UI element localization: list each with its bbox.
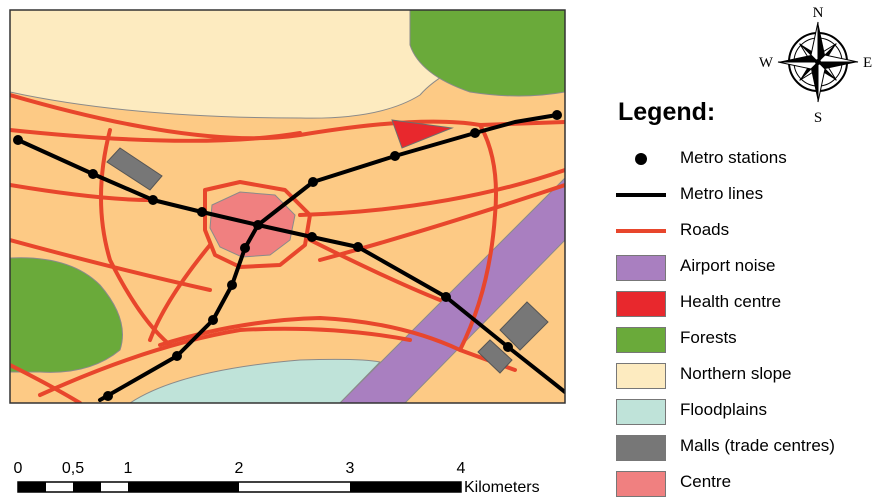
forest-north-east — [409, 10, 565, 97]
compass-east-label: E — [863, 55, 872, 71]
legend-item-malls: Malls (trade centres) — [600, 428, 872, 464]
metro-station — [307, 232, 317, 242]
metro-station — [88, 169, 98, 179]
metro-station — [470, 128, 480, 138]
compass-north-label: N — [813, 5, 824, 21]
metro-station — [390, 151, 400, 161]
metro-station — [552, 110, 562, 120]
metro-station — [208, 315, 218, 325]
legend-item-floodplains: Floodplains — [600, 392, 872, 428]
legend-label: Floodplains — [680, 400, 767, 419]
northern-slope-swatch — [616, 363, 666, 389]
scale-tick-label: 3 — [346, 460, 355, 477]
legend-label: Metro lines — [680, 184, 764, 203]
metro-station — [227, 280, 237, 290]
legend-item-metro-lines: Metro lines — [600, 176, 872, 212]
metro-station — [148, 195, 158, 205]
mall-south-east — [477, 339, 513, 374]
roads — [10, 93, 565, 403]
legend-item-forests: Forests — [600, 320, 872, 356]
compass-rose-icon: N S E W — [759, 5, 872, 126]
metro-station — [308, 177, 318, 187]
legend-label: Airport noise — [680, 256, 776, 275]
metro-station — [353, 242, 363, 252]
metro-station — [240, 243, 250, 253]
metro-station — [197, 207, 207, 217]
metro-station — [503, 342, 513, 352]
road-swatch — [616, 219, 666, 245]
scale-unit-label: Kilometers — [464, 479, 540, 495]
health-centre-area — [391, 119, 454, 149]
legend-item-northern-slope: Northern slope — [600, 356, 872, 392]
legend-item-metro-stations: Metro stations — [600, 140, 872, 176]
map-border — [9, 9, 566, 404]
legend-title: Legend: — [618, 98, 716, 126]
mall-west — [106, 147, 163, 191]
mall-east — [499, 301, 549, 351]
scale-bar: 0 0,5 1 2 3 4 Kilometers — [14, 460, 540, 495]
map-area — [10, 10, 565, 403]
legend-item-health-centre: Health centre — [600, 284, 872, 320]
scale-tick-label: 0,5 — [62, 460, 84, 477]
legend-label: Roads — [680, 220, 730, 239]
forest-west — [10, 257, 123, 373]
health-centre-swatch — [616, 291, 666, 317]
legend-label: Forests — [680, 328, 737, 347]
legend-label: Centre — [680, 472, 732, 491]
floodplains-swatch — [616, 399, 666, 425]
scale-tick-label: 4 — [457, 460, 466, 477]
metro-station — [103, 391, 113, 401]
compass-south-label: S — [814, 110, 822, 126]
airport-noise-area — [339, 177, 565, 403]
airport-noise-swatch — [616, 255, 666, 281]
centre-swatch — [616, 471, 666, 497]
scale-tick-label: 1 — [124, 460, 133, 477]
metro-station — [253, 220, 263, 230]
legend-item-roads: Roads — [600, 212, 872, 248]
legend: Metro stations Metro lines Roads Airport… — [600, 140, 872, 500]
legend-item-airport-noise: Airport noise — [600, 248, 872, 284]
legend-label: Metro stations — [680, 148, 787, 167]
legend-label: Malls (trade centres) — [680, 436, 835, 455]
scale-tick-label: 0 — [14, 460, 23, 477]
legend-label: Health centre — [680, 292, 782, 311]
metro-station-swatch — [616, 147, 666, 173]
metro-station — [172, 351, 182, 361]
metro-station — [13, 135, 23, 145]
floodplains-area — [129, 358, 382, 403]
legend-item-centre: Centre — [600, 464, 872, 500]
metro-stations — [13, 110, 562, 401]
legend-label: Northern slope — [680, 364, 792, 383]
compass-west-label: W — [759, 55, 774, 71]
metro-station — [441, 292, 451, 302]
metro-line-swatch — [616, 183, 666, 209]
scale-tick-label: 2 — [235, 460, 244, 477]
forest-swatch — [616, 327, 666, 353]
malls-swatch — [616, 435, 666, 461]
